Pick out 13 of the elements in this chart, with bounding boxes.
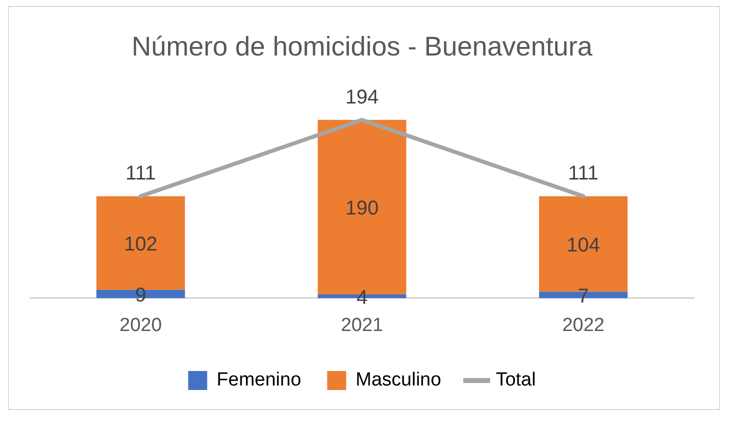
data-label: 102: [124, 234, 158, 256]
data-label: 111: [568, 162, 599, 185]
legend-label: Total: [496, 370, 536, 391]
data-label: 104: [566, 234, 600, 256]
x-tick-label: 2021: [340, 314, 384, 336]
x-tick-label: 2020: [120, 314, 162, 336]
data-label: 111: [125, 162, 156, 185]
text: Número de homicidios - Buenaventura: [132, 32, 594, 62]
data-label: 190: [345, 198, 379, 220]
legend-label: Femenino: [216, 370, 302, 391]
data-label: 194: [345, 86, 379, 108]
x-tick-label: 2022: [562, 314, 604, 336]
legend-label: Masculino: [356, 370, 442, 391]
